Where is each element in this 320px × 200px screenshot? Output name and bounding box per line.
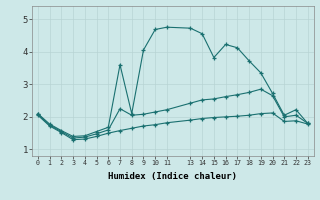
X-axis label: Humidex (Indice chaleur): Humidex (Indice chaleur) (108, 172, 237, 181)
